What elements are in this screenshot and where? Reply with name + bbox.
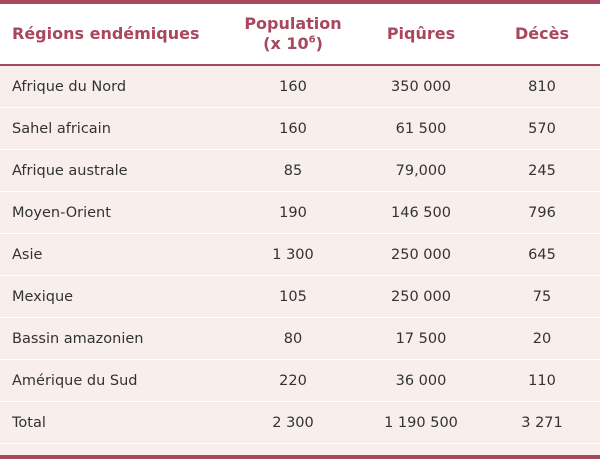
cell-region: Total (0, 401, 228, 444)
cell-deces: 3 271 (484, 401, 600, 444)
envenomation-table: Régions endémiques Population (x 106) Pi… (0, 4, 600, 444)
cell-population: 190 (228, 191, 358, 234)
cell-region: Moyen-Orient (0, 191, 228, 234)
cell-piqures: 1 190 500 (358, 401, 484, 444)
cell-region: Mexique (0, 275, 228, 318)
cell-deces: 810 (484, 65, 600, 108)
table-row: Sahel africain 160 61 500 570 (0, 107, 600, 150)
table-row: Asie 1 300 250 000 645 (0, 233, 600, 276)
header-population-line1: Population (244, 14, 342, 33)
cell-population: 2 300 (228, 401, 358, 444)
header-piqures: Piqûres (358, 4, 484, 66)
cell-piqures: 17 500 (358, 317, 484, 360)
cell-piqures: 350 000 (358, 65, 484, 108)
cell-deces: 110 (484, 359, 600, 402)
cell-piqures: 250 000 (358, 275, 484, 318)
cell-deces: 645 (484, 233, 600, 276)
header-population-exponent: 6 (308, 34, 316, 46)
header-population: Population (x 106) (228, 4, 358, 66)
cell-population: 105 (228, 275, 358, 318)
cell-population: 80 (228, 317, 358, 360)
cell-deces: 20 (484, 317, 600, 360)
cell-population: 160 (228, 65, 358, 108)
header-population-prefix: (x 10 (263, 34, 309, 53)
cell-piqures: 79,000 (358, 149, 484, 192)
header-population-suffix: ) (315, 34, 323, 53)
header-deces: Décès (484, 4, 600, 66)
table-row: Amérique du Sud 220 36 000 110 (0, 359, 600, 402)
table-row-total: Total 2 300 1 190 500 3 271 (0, 401, 600, 444)
table-row: Moyen-Orient 190 146 500 796 (0, 191, 600, 234)
cell-region: Sahel africain (0, 107, 228, 150)
cell-piqures: 146 500 (358, 191, 484, 234)
table-row: Mexique 105 250 000 75 (0, 275, 600, 318)
cell-deces: 245 (484, 149, 600, 192)
cell-deces: 796 (484, 191, 600, 234)
header-row: Régions endémiques Population (x 106) Pi… (0, 4, 600, 66)
cell-region: Afrique du Nord (0, 65, 228, 108)
cell-region: Amérique du Sud (0, 359, 228, 402)
cell-piqures: 61 500 (358, 107, 484, 150)
table-body: Afrique du Nord 160 350 000 810 Sahel af… (0, 65, 600, 444)
cell-region: Afrique australe (0, 149, 228, 192)
header-region: Régions endémiques (0, 4, 228, 66)
table-header: Régions endémiques Population (x 106) Pi… (0, 4, 600, 66)
table-row: Bassin amazonien 80 17 500 20 (0, 317, 600, 360)
cell-piqures: 250 000 (358, 233, 484, 276)
cell-deces: 75 (484, 275, 600, 318)
cell-piqures: 36 000 (358, 359, 484, 402)
cell-region: Asie (0, 233, 228, 276)
cell-population: 1 300 (228, 233, 358, 276)
table-row: Afrique du Nord 160 350 000 810 (0, 65, 600, 108)
cell-region: Bassin amazonien (0, 317, 228, 360)
cell-population: 220 (228, 359, 358, 402)
cell-population: 85 (228, 149, 358, 192)
cell-deces: 570 (484, 107, 600, 150)
cell-population: 160 (228, 107, 358, 150)
table-row: Afrique australe 85 79,000 245 (0, 149, 600, 192)
